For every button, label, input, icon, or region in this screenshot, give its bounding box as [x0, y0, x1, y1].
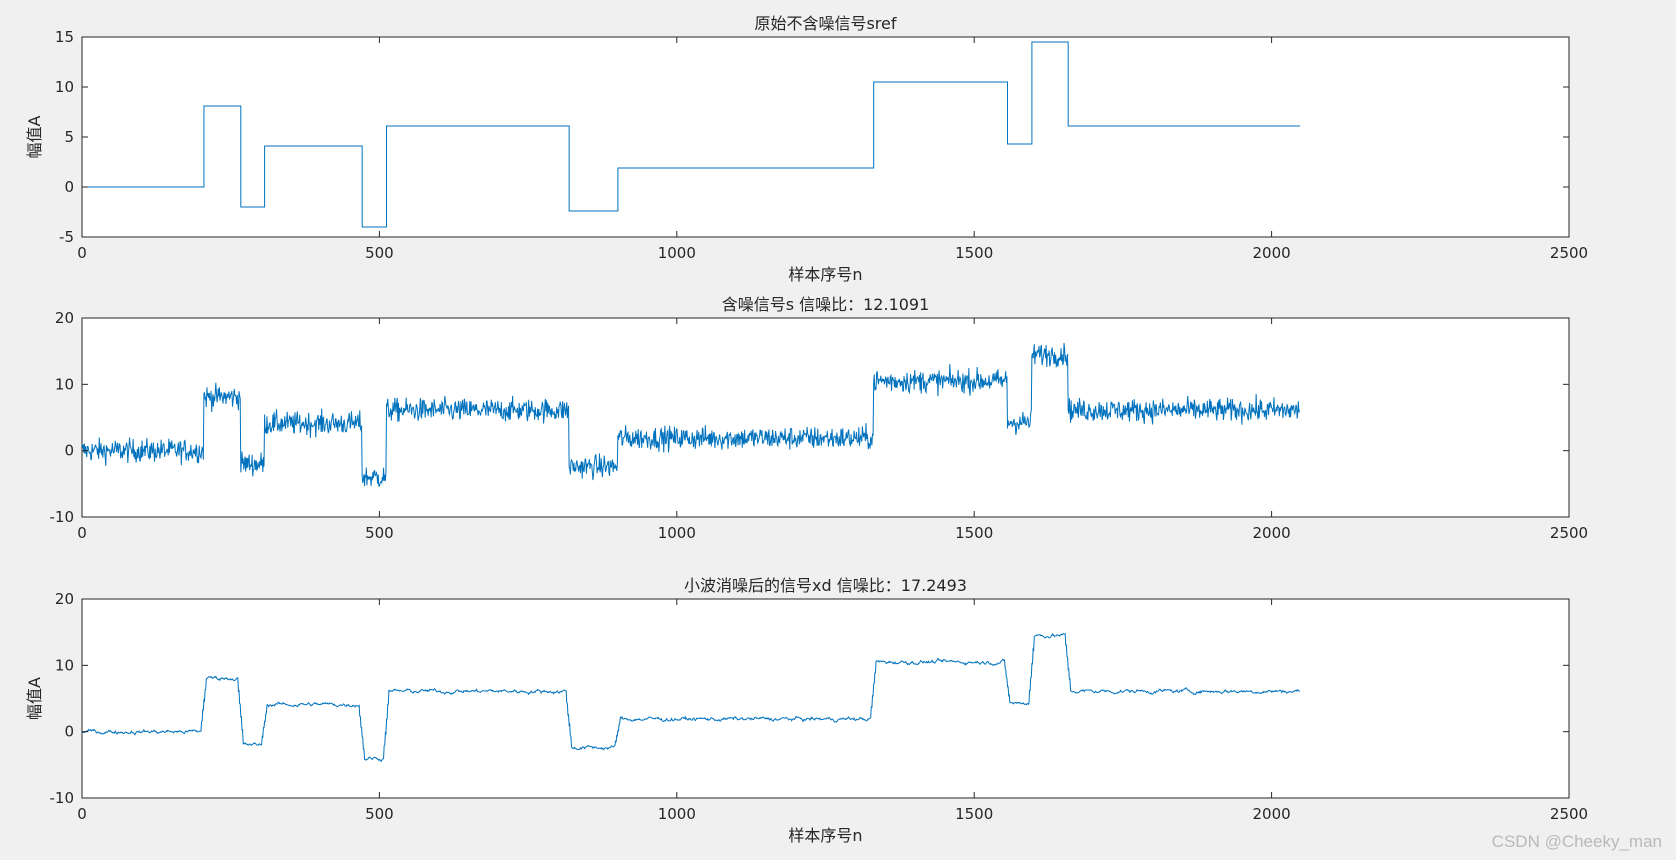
- x-tick-label: 1000: [658, 524, 696, 542]
- y-axis-label: 幅值A: [25, 115, 44, 158]
- x-axis-label: 样本序号n: [788, 826, 862, 845]
- x-tick-label: 2500: [1550, 244, 1588, 262]
- series-line: [81, 342, 1301, 487]
- x-axis-label: 样本序号n: [788, 265, 862, 284]
- x-tick-label: 1500: [955, 244, 993, 262]
- x-tick-label: 500: [365, 524, 394, 542]
- axes-1: [81, 36, 1570, 238]
- y-tick-label: 0: [64, 442, 74, 460]
- y-tick-label: 0: [64, 723, 74, 741]
- x-tick-label: 2500: [1550, 805, 1588, 823]
- x-tick-label: 0: [77, 244, 87, 262]
- series-line: [82, 41, 1301, 228]
- axes-title: 原始不含噪信号sref: [754, 14, 896, 33]
- x-tick-label: 500: [365, 244, 394, 262]
- x-tick-label: 1500: [955, 524, 993, 542]
- axes-2: [81, 317, 1570, 518]
- x-tick-label: 2000: [1253, 805, 1291, 823]
- x-tick-label: 1500: [955, 805, 993, 823]
- x-tick-label: 500: [365, 805, 394, 823]
- y-tick-label: 0: [64, 178, 74, 196]
- y-axis-label: 幅值A: [25, 677, 44, 720]
- x-tick-label: 1000: [658, 805, 696, 823]
- y-tick-label: 20: [55, 590, 74, 608]
- y-tick-label: 20: [55, 309, 74, 327]
- axes-3: [81, 598, 1570, 799]
- x-tick-label: 0: [77, 524, 87, 542]
- y-tick-label: 5: [64, 128, 74, 146]
- axes-frame: [81, 317, 1570, 518]
- y-tick-label: -10: [50, 508, 75, 526]
- axes-title: 小波消噪后的信号xd 信噪比：17.2493: [684, 576, 967, 595]
- y-tick-label: 10: [55, 78, 74, 96]
- x-tick-label: 2500: [1550, 524, 1588, 542]
- axes-frame: [81, 598, 1570, 799]
- y-tick-label: 15: [55, 28, 74, 46]
- x-tick-label: 0: [77, 805, 87, 823]
- x-tick-label: 2000: [1253, 244, 1291, 262]
- y-tick-label: 10: [55, 375, 74, 393]
- watermark: CSDN @Cheeky_man: [1491, 832, 1662, 851]
- x-tick-label: 2000: [1253, 524, 1291, 542]
- y-tick-label: 10: [55, 656, 74, 674]
- y-tick-label: -5: [59, 228, 74, 246]
- axes-frame: [81, 36, 1570, 238]
- y-tick-label: -10: [50, 789, 75, 807]
- series-line: [81, 632, 1300, 763]
- x-tick-label: 1000: [658, 244, 696, 262]
- axes-title: 含噪信号s 信噪比：12.1091: [722, 295, 930, 314]
